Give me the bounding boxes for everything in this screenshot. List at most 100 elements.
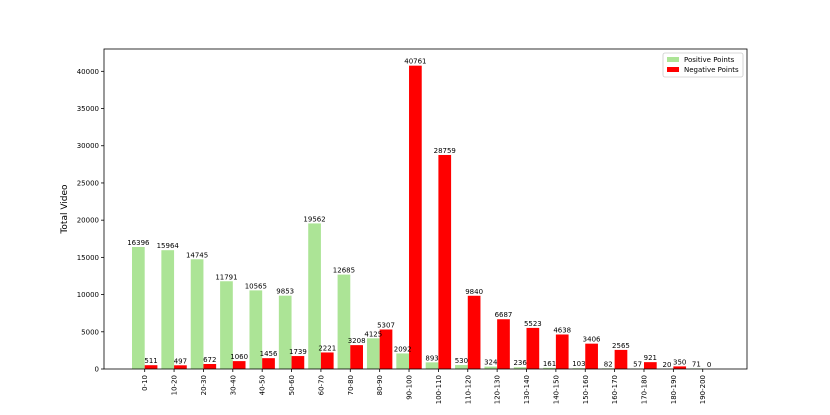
negative-bar-50-60 xyxy=(291,356,305,369)
negative-value-label-150-160: 3406 xyxy=(583,336,601,344)
positive-value-label-70-80: 12685 xyxy=(333,267,355,275)
y-tick-label-0: 0 xyxy=(95,366,99,374)
negative-bar-100-110 xyxy=(438,154,452,369)
negative-bar-90-100 xyxy=(409,65,422,369)
y-tick-label-30000: 30000 xyxy=(77,142,99,150)
x-tick-label-100-110: 100-110 xyxy=(435,375,443,404)
positive-value-label-50-60: 9853 xyxy=(276,288,294,296)
negative-value-label-130-140: 5523 xyxy=(524,320,542,328)
legend-box xyxy=(662,52,744,78)
negative-value-label-70-80: 3208 xyxy=(348,337,366,345)
legend-swatch-0 xyxy=(667,57,679,62)
y-axis-title: Total Video xyxy=(60,184,70,235)
x-tick-label-110-120: 110-120 xyxy=(464,375,472,404)
negative-value-label-170-180: 921 xyxy=(644,354,657,362)
positive-value-label-20-30: 14745 xyxy=(186,251,208,259)
y-tick-label-35000: 35000 xyxy=(77,105,99,113)
data-labels-layer: 16396 15964 14745 11791 10565 9853 19562 12685 4… xyxy=(127,58,711,369)
y-tick-label-20000: 20000 xyxy=(77,217,99,225)
positive-value-label-60-70: 19562 xyxy=(303,215,325,223)
negative-value-label-60-70: 2221 xyxy=(318,344,336,352)
x-tick-label-180-190: 180-190 xyxy=(670,375,678,404)
negative-value-label-30-40: 1060 xyxy=(230,353,248,361)
x-tick-label-10-20: 10-20 xyxy=(171,375,179,395)
positive-value-label-100-110: 893 xyxy=(425,354,438,362)
x-tick-label-90-100: 90-100 xyxy=(406,375,414,400)
negative-bar-20-30 xyxy=(203,363,217,369)
positive-value-label-150-160: 103 xyxy=(572,360,585,368)
negative-value-label-100-110: 28759 xyxy=(434,147,456,155)
x-tick-label-60-70: 60-70 xyxy=(317,375,325,395)
positive-value-label-10-20: 15964 xyxy=(157,242,180,250)
x-tick-label-120-130: 120-130 xyxy=(494,375,502,404)
positive-bar-20-30 xyxy=(190,259,204,369)
negative-bar-70-80 xyxy=(350,345,363,369)
positive-bar-140-150 xyxy=(543,367,556,369)
negative-bar-160-170 xyxy=(614,349,628,369)
x-tick-label-160-170: 160-170 xyxy=(611,375,619,404)
y-tick-label-40000: 40000 xyxy=(77,68,99,76)
positive-value-label-190-200: 71 xyxy=(692,360,701,368)
x-tick-label-130-140: 130-140 xyxy=(523,375,531,404)
positive-bar-110-120 xyxy=(455,365,468,369)
positive-bar-40-50 xyxy=(249,290,263,369)
x-tick-label-40-50: 40-50 xyxy=(259,375,267,395)
bars-layer xyxy=(132,65,703,369)
positive-bar-90-100 xyxy=(396,353,410,369)
negative-bar-80-90 xyxy=(379,329,393,369)
negative-value-label-0-10: 511 xyxy=(144,357,157,365)
y-tick-label-10000: 10000 xyxy=(77,291,99,299)
positive-bar-70-80 xyxy=(337,274,351,369)
negative-bar-150-160 xyxy=(585,343,598,369)
positive-value-label-130-140: 236 xyxy=(513,359,527,367)
negative-bar-180-190 xyxy=(673,366,687,369)
y-tick-label-5000: 5000 xyxy=(81,328,99,336)
positive-value-label-40-50: 10565 xyxy=(245,282,267,290)
plot-frame xyxy=(103,48,748,370)
negative-value-label-90-100: 40761 xyxy=(404,58,426,66)
positive-value-label-120-130: 324 xyxy=(484,359,498,367)
negative-value-label-110-120: 9840 xyxy=(465,288,483,296)
positive-bar-0-10 xyxy=(132,246,145,369)
x-tick-label-140-150: 140-150 xyxy=(552,375,560,404)
negative-bar-140-150 xyxy=(555,334,569,369)
positive-bar-50-60 xyxy=(278,295,292,369)
positive-value-label-30-40: 11791 xyxy=(215,273,237,281)
positive-bar-10-20 xyxy=(161,250,175,369)
positive-bar-120-130 xyxy=(484,366,498,369)
positive-bar-80-90 xyxy=(366,338,380,369)
x-tick-label-50-60: 50-60 xyxy=(288,375,296,395)
x-tick-label-20-30: 20-30 xyxy=(200,375,208,395)
x-tick-label-190-200: 190-200 xyxy=(699,375,707,404)
negative-bar-170-180 xyxy=(643,362,657,369)
x-tick-label-70-80: 70-80 xyxy=(347,375,355,395)
negative-value-label-50-60: 1739 xyxy=(289,348,307,356)
positive-value-label-140-150: 161 xyxy=(543,360,556,368)
x-axis: 0-10 10-20 20-30 30-40 40-50 50-60 60-70 70-80 8… xyxy=(141,369,707,404)
y-tick-label-25000: 25000 xyxy=(77,179,99,187)
legend-entry-0: Positive Points xyxy=(684,56,735,64)
negative-bar-40-50 xyxy=(262,358,275,369)
positive-value-label-0-10: 16396 xyxy=(127,239,150,247)
negative-bar-0-10 xyxy=(144,365,158,369)
positive-bar-30-40 xyxy=(220,281,233,369)
positive-value-label-90-100: 2092 xyxy=(394,345,412,353)
negative-value-label-80-90: 5307 xyxy=(377,322,395,330)
positive-value-label-80-90: 4125 xyxy=(364,330,382,338)
x-tick-label-170-180: 170-180 xyxy=(640,375,648,404)
x-tick-label-0-10: 0-10 xyxy=(141,375,149,391)
x-tick-label-150-160: 150-160 xyxy=(582,375,590,404)
negative-value-label-120-130: 6687 xyxy=(495,311,513,319)
y-tick-label-15000: 15000 xyxy=(77,254,99,262)
y-axis: 0 5000 10000 15000 20000 25000 30000 35000 40000 xyxy=(77,68,104,374)
positive-value-label-160-170: 82 xyxy=(604,360,613,368)
negative-value-label-180-190: 350 xyxy=(673,358,686,366)
legend-swatch-1 xyxy=(667,67,679,72)
legend-entry-1: Negative Points xyxy=(684,66,739,74)
negative-value-label-40-50: 1456 xyxy=(260,350,278,358)
positive-bar-60-70 xyxy=(308,223,321,369)
positive-bar-130-140 xyxy=(513,367,527,369)
positive-value-label-110-120: 530 xyxy=(455,357,468,365)
negative-bar-10-20 xyxy=(174,365,187,369)
